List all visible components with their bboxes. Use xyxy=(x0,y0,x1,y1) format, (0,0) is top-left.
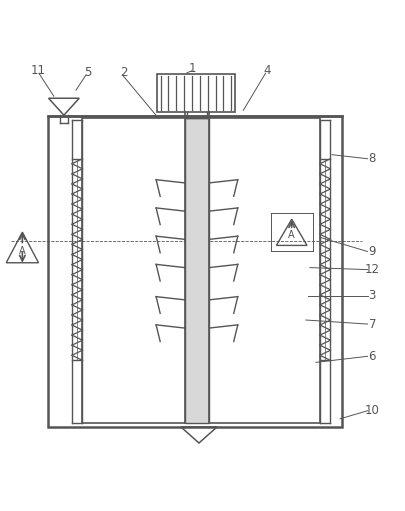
Text: 4: 4 xyxy=(263,63,271,77)
Text: 8: 8 xyxy=(368,152,375,165)
Text: 5: 5 xyxy=(84,65,92,79)
Bar xyxy=(82,119,319,423)
Text: 11: 11 xyxy=(30,63,45,77)
Bar xyxy=(156,74,234,112)
Text: A: A xyxy=(19,246,26,257)
Text: 12: 12 xyxy=(364,263,379,276)
Text: 10: 10 xyxy=(364,404,379,417)
Text: 9: 9 xyxy=(368,245,375,258)
Text: 6: 6 xyxy=(368,350,375,363)
Text: 1: 1 xyxy=(189,61,196,75)
Text: A: A xyxy=(288,230,294,240)
Text: 2: 2 xyxy=(120,65,128,79)
Bar xyxy=(48,117,341,427)
Bar xyxy=(184,119,209,423)
Text: 3: 3 xyxy=(368,289,375,303)
Text: 7: 7 xyxy=(368,317,375,331)
